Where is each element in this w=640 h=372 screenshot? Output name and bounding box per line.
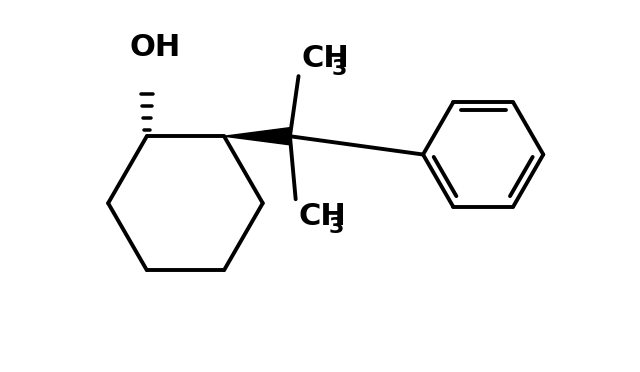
Text: 3: 3 <box>328 217 344 237</box>
Text: 3: 3 <box>331 59 346 79</box>
Text: CH: CH <box>301 44 349 73</box>
Text: OH: OH <box>130 33 181 62</box>
Text: CH: CH <box>298 202 346 231</box>
Polygon shape <box>224 128 290 145</box>
